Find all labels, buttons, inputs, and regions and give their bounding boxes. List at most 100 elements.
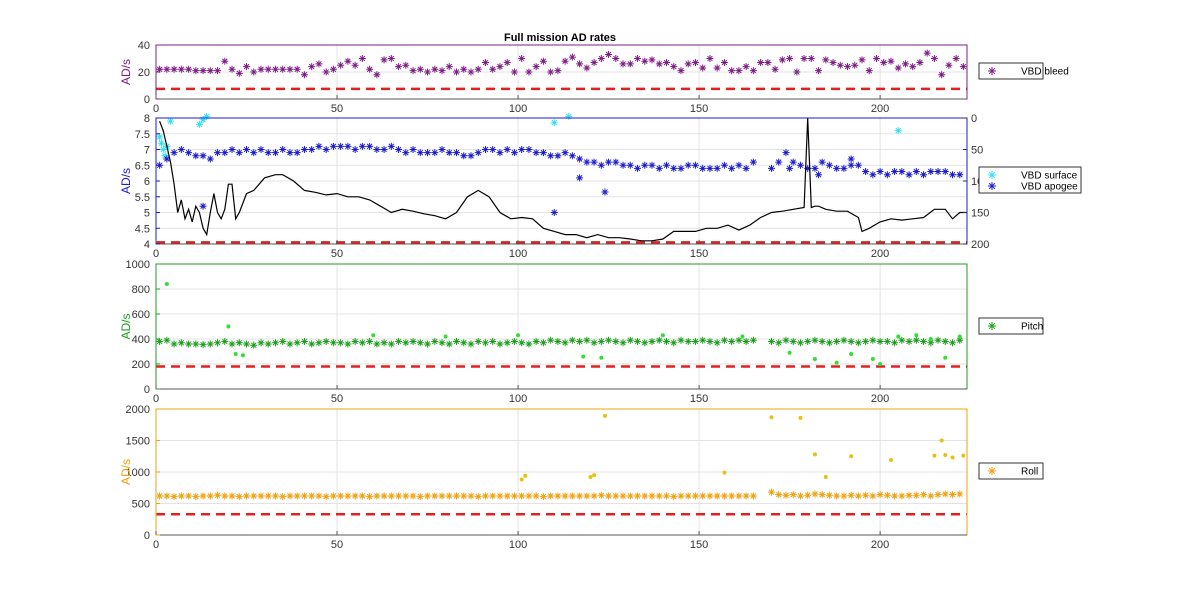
legend-label: Roll	[1021, 467, 1038, 478]
series-1-point	[798, 415, 803, 420]
vbd-bleed-point	[815, 67, 823, 75]
roll-point	[891, 492, 899, 500]
legend-box	[978, 62, 1044, 80]
vbd-bleed-point	[445, 63, 453, 71]
pitch-point	[804, 338, 812, 345]
vbd-bleed-point	[634, 55, 642, 62]
series-1-point	[932, 453, 937, 458]
vbd-bleed-point	[460, 65, 468, 73]
vbd-bleed-point	[177, 65, 185, 73]
pitch-point	[818, 338, 826, 345]
vbd-bleed-point	[641, 57, 649, 65]
pitch-point	[271, 339, 279, 347]
vbd-bleed-point	[836, 61, 844, 69]
vbd-apogee-point	[467, 152, 475, 160]
vbd-apogee-point	[742, 164, 750, 172]
y-axis-label: AD/s	[119, 459, 133, 485]
roll-point	[576, 492, 584, 500]
series-1-point	[722, 470, 727, 475]
vbd-apogee-point	[662, 161, 670, 169]
legend-label: VBD surface	[1021, 171, 1078, 182]
vbd-surface-point	[156, 133, 164, 141]
roll-point	[293, 492, 301, 500]
pitch-point	[934, 336, 942, 344]
pitch-point	[416, 339, 424, 347]
vbd-apogee-point	[235, 149, 243, 157]
roll-point	[366, 493, 374, 501]
vbd-bleed-point	[293, 65, 301, 73]
series-1-point	[233, 352, 238, 356]
legend: Pitch	[978, 317, 1044, 335]
pitch-point	[156, 338, 164, 345]
roll-point	[221, 492, 229, 500]
pitch-point	[927, 339, 935, 347]
vbd-apogee-point	[706, 164, 714, 172]
roll-point	[767, 488, 775, 496]
y-tick-label: 200	[132, 359, 150, 371]
y-tick-label: 8	[144, 113, 150, 125]
vbd-apogee-point	[597, 161, 605, 169]
vbd-apogee-point	[786, 164, 794, 172]
vbd-bleed-point	[257, 65, 265, 73]
roll-point	[554, 492, 562, 500]
x-tick-label: 0	[153, 103, 159, 115]
vbd-apogee-point	[206, 155, 214, 163]
pitch-point	[905, 338, 913, 345]
series-1-point	[961, 453, 966, 458]
y-tick-label: 1000	[126, 467, 150, 479]
roll-point	[590, 492, 598, 500]
pitch-point	[782, 336, 790, 344]
vbd-bleed-point	[583, 64, 591, 72]
vbd-bleed-point	[163, 65, 171, 73]
x-tick-label: 100	[509, 103, 527, 115]
vbd-bleed-point	[677, 67, 685, 75]
vbd-apogee-point	[891, 168, 899, 176]
chart-title: Full mission AD rates	[504, 32, 616, 44]
pitch-point	[626, 336, 634, 344]
vbd-apogee-point	[271, 149, 279, 157]
x-tick-label: 200	[871, 103, 889, 115]
roll-point	[243, 492, 251, 500]
x-tick-label: 0	[153, 393, 159, 405]
vbd-bleed-point	[481, 59, 489, 67]
roll-point	[561, 492, 569, 500]
vbd-apogee-point	[590, 158, 598, 166]
vbd-apogee-point	[518, 146, 526, 153]
vbd-bleed-point	[539, 57, 547, 65]
pitch-point	[163, 336, 171, 344]
roll-point	[402, 492, 410, 500]
vbd-bleed-point	[561, 57, 569, 65]
roll-point	[905, 491, 913, 499]
roll-point	[833, 492, 841, 500]
vbd-apogee-point	[416, 149, 424, 157]
roll-point	[713, 492, 721, 500]
pitch-point	[366, 338, 374, 345]
roll-point	[300, 492, 308, 500]
pitch-point	[641, 339, 649, 347]
vbd-apogee-point	[818, 158, 826, 166]
vbd-bleed-point	[221, 57, 229, 65]
x-tick-label: 200	[871, 393, 889, 405]
series-1-point	[523, 473, 528, 478]
vbd-apogee-point	[854, 161, 862, 169]
vbd-apogee-point	[699, 164, 707, 172]
vbd-apogee-point	[221, 149, 229, 157]
pitch-point	[883, 338, 891, 345]
series-group	[156, 112, 967, 242]
vbd-apogee-point	[641, 161, 649, 169]
roll-point	[525, 492, 533, 500]
vbd-bleed-point	[713, 64, 721, 72]
vbd-apogee-point	[883, 171, 891, 179]
pitch-point	[811, 336, 819, 344]
vbd-surface-point	[199, 116, 207, 124]
y-axis-label: AD/s	[119, 313, 133, 339]
pitch-point	[862, 338, 870, 345]
pitch-point	[380, 339, 388, 347]
vbd-apogee-point	[554, 152, 562, 160]
x-tick-label: 0	[153, 248, 159, 260]
x-tick-label: 150	[690, 393, 708, 405]
series-1-point	[226, 324, 231, 329]
vbd-apogee-point	[691, 161, 699, 169]
pitch-point	[720, 336, 728, 344]
